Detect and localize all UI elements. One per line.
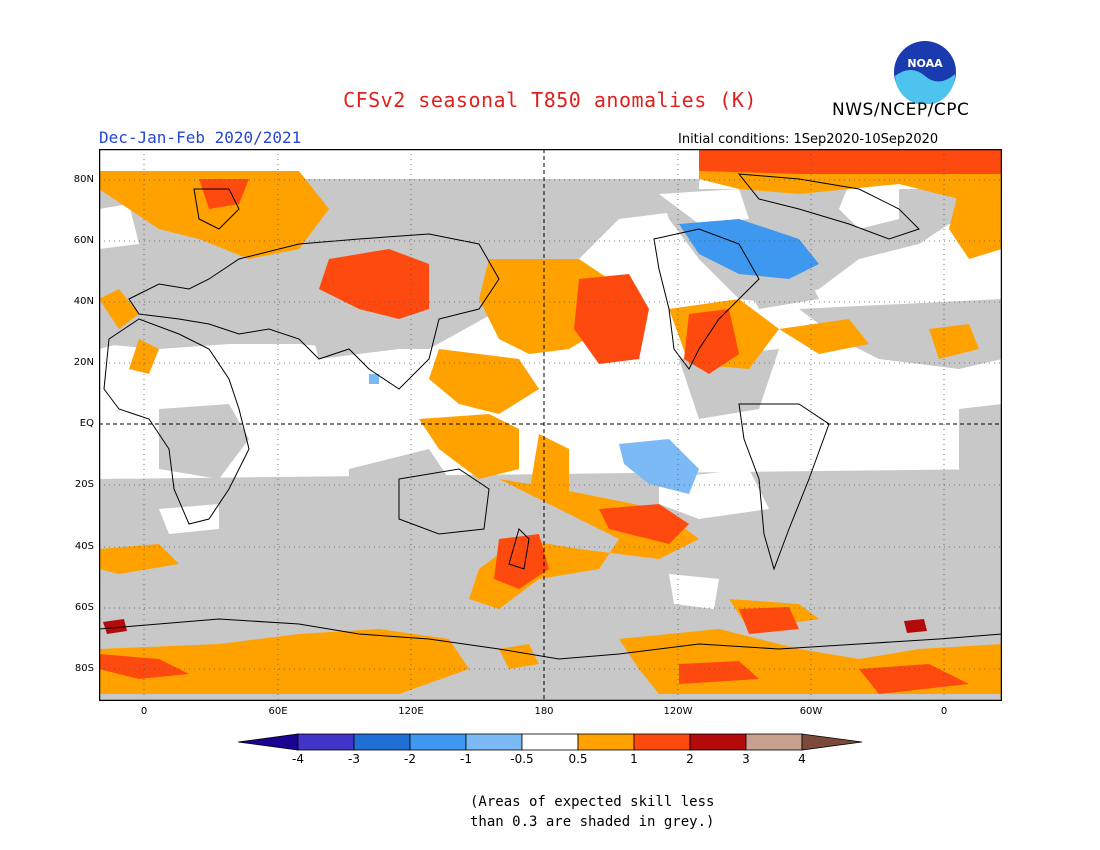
lat-label-60s: 60S <box>74 602 94 613</box>
map-title: CFSv2 seasonal T850 anomalies (K) <box>343 88 757 112</box>
colorbar-tick-label: 1 <box>630 752 638 766</box>
colorbar-tick-label: -1 <box>460 752 472 766</box>
lon-label-60w: 60W <box>799 706 823 717</box>
agency-label: NWS/NCEP/CPC <box>832 100 970 120</box>
colorbar <box>238 733 863 751</box>
colorbar-tick-label: 0.5 <box>568 752 588 766</box>
noaa-logo: NOAA <box>894 41 956 104</box>
skill-note-line-2: than 0.3 are shaded in grey.) <box>470 814 715 830</box>
colorbar-swatch <box>577 733 635 751</box>
colorbar-swatch <box>465 733 523 751</box>
colorbar-swatch <box>633 733 691 751</box>
lat-label-40n: 40N <box>73 296 94 307</box>
colorbar-swatch <box>689 733 747 751</box>
lat-label-20s: 20S <box>74 479 94 490</box>
red-orange-anomaly-regions <box>99 149 1002 694</box>
colorbar-tick-label: -4 <box>292 752 304 766</box>
lon-label-120w: 120W <box>663 706 693 717</box>
blue-anomaly-regions <box>369 219 819 494</box>
lat-label-80s: 80S <box>74 663 94 674</box>
lon-label-60e: 60E <box>268 706 288 717</box>
lat-label-40s: 40S <box>74 541 94 552</box>
colorbar-swatch-min <box>238 733 299 751</box>
colorbar-swatch <box>521 733 579 751</box>
colorbar-swatch <box>745 733 803 751</box>
lat-label-20n: 20N <box>73 357 94 368</box>
colorbar-tick-label: -3 <box>348 752 360 766</box>
dark-red-anomaly-regions <box>103 619 927 634</box>
lat-label-eq: EQ <box>79 418 94 429</box>
colorbar-tick-label: -0.5 <box>510 752 534 766</box>
colorbar-tick-label: -2 <box>404 752 416 766</box>
colorbar-swatch-max <box>801 733 863 751</box>
lat-label-80n: 80N <box>73 174 94 185</box>
lon-label-120e: 120E <box>398 706 424 717</box>
equator-dateline <box>99 149 1002 701</box>
lat-label-60n: 60N <box>73 235 94 246</box>
initial-conditions-label: Initial conditions: 1Sep2020-10Sep2020 <box>678 132 939 147</box>
colorbar-swatch <box>297 733 355 751</box>
season-label: Dec-Jan-Feb 2020/2021 <box>99 128 302 147</box>
colorbar-swatch <box>409 733 467 751</box>
lon-label-0-east: 0 <box>940 706 948 717</box>
colorbar-tick-label: 3 <box>742 752 750 766</box>
svg-text:NOAA: NOAA <box>907 57 943 70</box>
colorbar-swatch <box>353 733 411 751</box>
skill-note-line-1: (Areas of expected skill less <box>470 794 715 810</box>
colorbar-tick-label: 2 <box>686 752 694 766</box>
lon-label-0-west: 0 <box>140 706 148 717</box>
anomaly-map <box>99 149 1002 701</box>
colorbar-tick-label: 4 <box>798 752 806 766</box>
skill-note: (Areas of expected skill less than 0.3 a… <box>470 792 714 832</box>
coastlines <box>99 173 1002 660</box>
lon-label-180: 180 <box>534 706 554 717</box>
lat-lon-grid <box>99 149 1002 701</box>
